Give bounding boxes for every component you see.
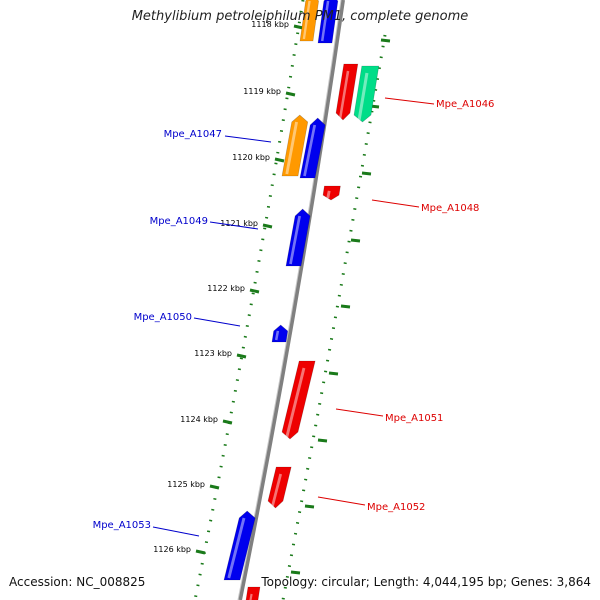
gene-callout-line xyxy=(317,496,366,506)
gene-partial-top-orange xyxy=(299,0,319,42)
kbp-tick xyxy=(249,288,260,294)
gene-highlight xyxy=(289,215,301,265)
genome-backbone xyxy=(238,0,345,600)
kbp-tick-label: 1123 kbp xyxy=(194,349,232,358)
kbp-tick-label: 1124 kbp xyxy=(180,415,218,424)
gene-arrow xyxy=(285,208,311,267)
gene-arrow xyxy=(299,0,319,42)
outer-kbp-tick xyxy=(317,438,328,443)
map-title: Methylibium petroleiphilum PM1, complete… xyxy=(131,9,469,24)
genome-summary-text: Topology: circular; Length: 4,044,195 bp… xyxy=(261,575,591,589)
gene-arrow xyxy=(299,117,326,179)
gene-label-Mpe_A1051: Mpe_A1051 xyxy=(385,413,443,424)
gene-Mpe_A1048 xyxy=(322,185,341,201)
gene-arrow xyxy=(335,63,359,121)
kbp-tick xyxy=(285,91,296,97)
outer-kbp-tick xyxy=(304,504,315,509)
accession-text: Accession: NC_008825 xyxy=(9,575,146,589)
kbp-tick xyxy=(236,353,247,359)
gene-callout-line xyxy=(152,526,200,537)
gene-callout-line xyxy=(335,408,384,417)
gene-highlight xyxy=(320,0,330,42)
gene-arrow xyxy=(267,466,292,509)
kbp-tick-label: 1126 kbp xyxy=(153,545,191,554)
outer-kbp-tick xyxy=(350,238,361,243)
gene-Mpe_A1052 xyxy=(267,466,292,509)
gene-highlight xyxy=(227,517,246,579)
gene-callout-line xyxy=(193,317,241,327)
gene-arrow xyxy=(317,0,339,44)
gene-highlight xyxy=(357,72,369,121)
kbp-tick-label: 1119 kbp xyxy=(243,87,281,96)
outer-kbp-tick xyxy=(328,371,339,376)
kbp-tick xyxy=(195,549,206,555)
genome-backbone-highlight xyxy=(237,0,342,600)
kbp-tick-label: 1122 kbp xyxy=(207,284,245,293)
gene-arrow xyxy=(223,510,256,581)
gene-highlight xyxy=(274,330,280,341)
gene-callout-line xyxy=(209,221,259,230)
gene-arrow xyxy=(322,185,341,201)
gene-label-Mpe_A1052: Mpe_A1052 xyxy=(367,502,425,513)
kbp-tick xyxy=(222,419,233,425)
gene-label-Mpe_A1046: Mpe_A1046 xyxy=(436,99,494,110)
gene-highlight xyxy=(271,473,283,507)
gene-Mpe_A1046-teal xyxy=(353,65,380,123)
kbp-tick-label: 1121 kbp xyxy=(220,219,258,228)
gene-label-Mpe_A1047: Mpe_A1047 xyxy=(164,129,222,140)
gene-Mpe_A1053 xyxy=(223,510,256,581)
gene-partial-top-blue xyxy=(317,0,339,44)
gene-highlight xyxy=(285,367,306,438)
kbp-tick xyxy=(293,24,304,30)
outer-kbp-tick xyxy=(380,38,391,43)
gene-arrow xyxy=(281,360,316,440)
gene-Mpe_A1046 xyxy=(335,63,359,121)
kbp-tick xyxy=(209,484,220,490)
gene-highlight xyxy=(302,0,311,40)
kbp-tick-label: 1125 kbp xyxy=(167,480,205,489)
kbp-tick-label: 1120 kbp xyxy=(232,153,270,162)
outer-kbp-tick xyxy=(290,570,301,575)
gene-callout-line xyxy=(371,199,420,208)
gene-arrow xyxy=(245,586,261,600)
gene-Mpe_A1051 xyxy=(281,360,316,440)
gene-highlight xyxy=(303,124,317,177)
gene-callout-line xyxy=(384,97,435,105)
gene-Mpe_A1049 xyxy=(285,208,311,267)
gene-Mpe_A1050 xyxy=(271,324,289,343)
gene-Mpe_A1047 xyxy=(299,117,326,179)
gene-arrow xyxy=(271,324,289,343)
kbp-tick-label: 1118 kbp xyxy=(251,20,289,29)
kbp-tick xyxy=(274,157,285,163)
gene-Mpe_A1047-orange xyxy=(281,114,309,177)
gene-label-Mpe_A1048: Mpe_A1048 xyxy=(421,203,479,214)
gene-partial-bottom-red xyxy=(245,586,261,600)
gene-highlight xyxy=(285,121,298,175)
gene-label-Mpe_A1050: Mpe_A1050 xyxy=(134,312,192,323)
gene-label-Mpe_A1049: Mpe_A1049 xyxy=(150,216,208,227)
kbp-tick xyxy=(262,223,273,229)
gene-arrow xyxy=(281,114,309,177)
outer-kbp-tick xyxy=(340,304,351,309)
outer-kbp-tick xyxy=(361,171,372,176)
gene-highlight xyxy=(326,190,331,199)
gene-callout-line xyxy=(224,135,272,143)
gene-label-Mpe_A1053: Mpe_A1053 xyxy=(93,520,151,531)
gene-arrow xyxy=(353,65,380,123)
gene-highlight xyxy=(338,70,350,119)
